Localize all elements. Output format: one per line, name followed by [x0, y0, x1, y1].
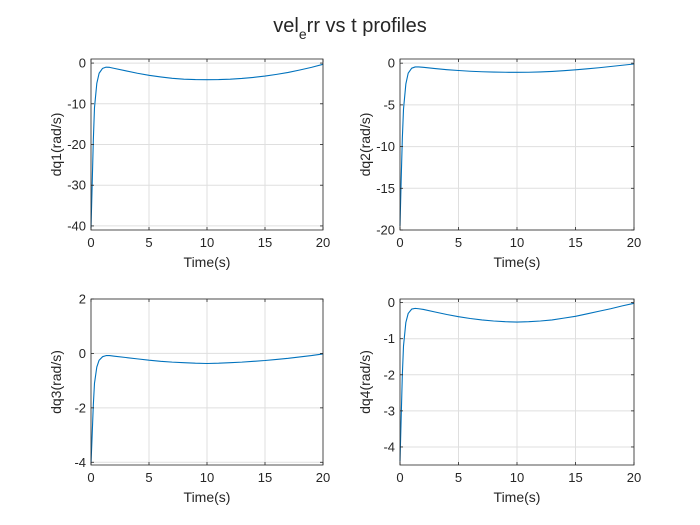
y-tick-label: -4	[383, 439, 395, 454]
x-axis-label: Time(s)	[184, 254, 231, 270]
x-tick-label: 15	[258, 235, 272, 250]
y-tick-label: -40	[67, 218, 86, 233]
x-tick-label: 10	[510, 470, 524, 485]
x-axis-label: Time(s)	[494, 489, 541, 505]
y-axis-label: dq3(rad/s)	[48, 350, 64, 414]
x-tick-label: 0	[396, 235, 403, 250]
x-axis-label: Time(s)	[494, 254, 541, 270]
series-line-1	[90, 353, 324, 464]
x-tick-label: 5	[145, 470, 152, 485]
y-tick-label: 0	[388, 295, 395, 310]
y-tick-label: -1	[383, 331, 395, 346]
x-tick-label: 0	[87, 235, 94, 250]
series-line-1	[90, 63, 324, 228]
x-tick-label: 10	[200, 235, 214, 250]
y-tick-label: -20	[67, 137, 86, 152]
y-tick-label: -20	[376, 223, 395, 238]
y-axis-label: dq1(rad/s)	[48, 113, 64, 177]
y-tick-label: 0	[79, 346, 86, 361]
y-tick-label: -4	[74, 455, 86, 470]
x-tick-label: 20	[316, 470, 330, 485]
subplot-3: 0 5 10 15 20 -4 -2 0 2 Time(s) dq3(rad/s)	[48, 292, 330, 506]
figure-title: velerr vs t profiles	[273, 15, 426, 42]
subplot-2: 0 5 10 15 20 -20 -15 -10 -5 0 Time(s) dq2(rad/s)	[357, 56, 641, 270]
x-tick-label: 10	[200, 470, 214, 485]
y-tick-label: 2	[79, 292, 86, 307]
x-tick-label: 15	[568, 235, 582, 250]
x-tick-label: 20	[627, 235, 641, 250]
x-tick-label: 5	[145, 235, 152, 250]
x-tick-label: 5	[455, 235, 462, 250]
y-tick-label: -5	[383, 97, 395, 112]
x-tick-label: 0	[87, 470, 94, 485]
x-tick-label: 20	[627, 470, 641, 485]
x-tick-label: 15	[258, 470, 272, 485]
y-tick-label: 0	[388, 56, 395, 71]
y-tick-label: -2	[383, 367, 395, 382]
series-line-1	[399, 63, 635, 226]
y-tick-label: -10	[67, 96, 86, 111]
y-tick-label: -2	[74, 400, 86, 415]
y-axis-label: dq2(rad/s)	[357, 113, 373, 177]
x-tick-label: 5	[455, 470, 462, 485]
subplot-4: 0 5 10 15 20 -4 -3 -2 -1 0 Time(s) dq4(rad/s)	[357, 295, 641, 505]
y-tick-label: -15	[376, 181, 395, 196]
y-tick-label: -3	[383, 403, 395, 418]
x-tick-label: 20	[316, 235, 330, 250]
subplot-1: 0 5 10 15 20 -40 -30 -20 -10 0 Time(s) dq1(rad/s)	[48, 56, 330, 270]
x-tick-label: 10	[510, 235, 524, 250]
y-tick-label: 0	[79, 56, 86, 71]
y-tick-label: -10	[376, 139, 395, 154]
x-axis-label: Time(s)	[184, 489, 231, 505]
x-tick-label: 15	[568, 470, 582, 485]
y-tick-label: -30	[67, 178, 86, 193]
y-axis-label: dq4(rad/s)	[357, 350, 373, 414]
x-tick-label: 0	[396, 470, 403, 485]
series-line-1	[399, 302, 635, 462]
